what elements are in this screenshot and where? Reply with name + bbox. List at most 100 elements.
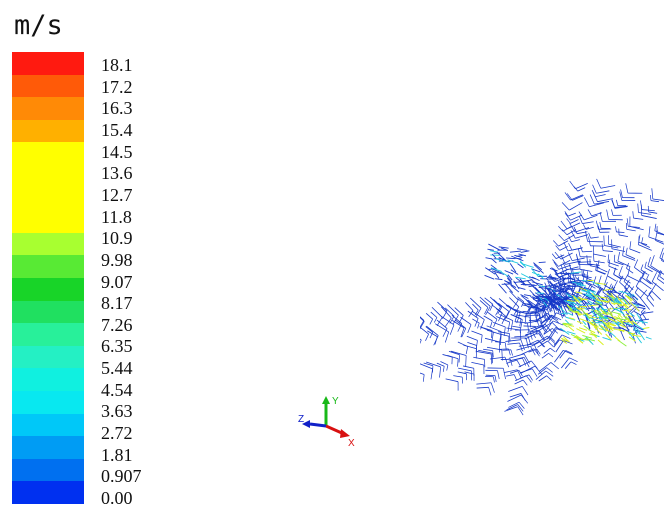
velocity-vector xyxy=(596,191,609,193)
velocity-vector xyxy=(533,263,541,270)
colorbar-tick-label: 1.81 xyxy=(101,446,133,464)
velocity-vector xyxy=(511,350,513,356)
velocity-vector xyxy=(575,235,588,239)
velocity-vector xyxy=(651,201,659,202)
velocity-vector xyxy=(616,232,624,233)
velocity-vector xyxy=(558,226,563,231)
velocity-vector xyxy=(640,272,644,281)
colorbar-swatch xyxy=(12,52,84,75)
colorbar-swatch xyxy=(12,278,84,301)
velocity-vector xyxy=(467,336,478,340)
velocity-vector xyxy=(561,221,567,229)
colorbar-swatch xyxy=(12,97,84,120)
velocity-vector xyxy=(619,235,628,237)
velocity-vector xyxy=(590,195,594,205)
velocity-vector xyxy=(486,258,492,259)
velocity-vector xyxy=(480,300,488,307)
velocity-vector xyxy=(440,361,447,364)
velocity-vector xyxy=(600,222,601,228)
velocity-vector xyxy=(569,203,582,211)
velocity-vector xyxy=(490,251,498,252)
velocity-vector xyxy=(463,366,474,368)
velocity-vector xyxy=(598,260,599,267)
colorbar-swatch xyxy=(12,346,84,369)
velocity-vector xyxy=(592,190,595,197)
velocity-vector xyxy=(568,326,574,331)
velocity-vector xyxy=(594,254,606,256)
velocity-vector xyxy=(612,199,615,208)
colorbar-tick-label: 10.9 xyxy=(101,229,133,247)
velocity-vector xyxy=(420,320,424,327)
velocity-vector xyxy=(452,320,464,328)
velocity-vector xyxy=(591,237,599,238)
velocity-vector xyxy=(520,369,532,373)
velocity-vector xyxy=(652,291,661,300)
velocity-vector xyxy=(567,223,580,229)
velocity-vector xyxy=(595,194,605,196)
legend-unit-label: m/s xyxy=(14,10,63,41)
velocity-vector xyxy=(615,337,620,341)
velocity-vector xyxy=(534,265,544,274)
velocity-vector xyxy=(629,286,634,293)
velocity-vector xyxy=(491,383,494,393)
velocity-vector xyxy=(638,212,651,214)
velocity-vector xyxy=(588,209,592,215)
velocity-vector xyxy=(542,353,549,358)
velocity-vector xyxy=(521,251,530,253)
colorbar-tick-label: 3.63 xyxy=(101,402,133,420)
velocity-vector xyxy=(575,228,589,233)
velocity-vector xyxy=(504,327,505,336)
velocity-vector xyxy=(508,322,510,332)
velocity-vector xyxy=(609,266,618,269)
velocity-vector xyxy=(508,386,522,391)
velocity-vector xyxy=(645,262,647,268)
velocity-vector xyxy=(571,272,581,273)
colorbar-tick-label: 18.1 xyxy=(101,56,133,74)
velocity-vector xyxy=(657,279,664,287)
velocity-vector xyxy=(614,274,622,279)
velocity-vector xyxy=(478,323,480,328)
velocity-vector xyxy=(505,270,513,274)
velocity-vector xyxy=(614,268,616,274)
velocity-vector xyxy=(484,307,487,314)
velocity-vector xyxy=(443,354,453,357)
velocity-vector xyxy=(458,359,459,367)
velocity-vector xyxy=(437,302,447,311)
velocity-vector xyxy=(636,307,645,309)
velocity-vector xyxy=(473,357,484,359)
velocity-vector xyxy=(499,247,509,248)
velocity-vector xyxy=(524,295,531,296)
velocity-vector xyxy=(507,343,519,344)
velocity-vector xyxy=(551,362,559,368)
velocity-vector xyxy=(506,258,515,259)
velocity-vector xyxy=(548,341,554,347)
velocity-vector xyxy=(649,294,654,301)
velocity-vector xyxy=(627,229,636,231)
x-axis-arrowhead xyxy=(340,429,350,438)
colorbar-tick-label: 15.4 xyxy=(101,121,133,139)
velocity-vector xyxy=(420,371,424,375)
colorbar-tick-label: 4.54 xyxy=(101,381,133,399)
velocity-vector xyxy=(514,336,528,337)
velocity-vector xyxy=(635,288,638,293)
colorbar-tick-label: 11.8 xyxy=(101,208,132,226)
velocity-vector xyxy=(636,277,641,287)
velocity-vector xyxy=(469,310,473,316)
velocity-vector xyxy=(571,240,579,242)
colorbar-swatch xyxy=(12,436,84,459)
velocity-vector xyxy=(483,349,493,350)
legend-colorbar xyxy=(12,52,84,504)
velocity-vector xyxy=(420,332,421,340)
velocity-vector xyxy=(497,371,499,379)
velocity-vector xyxy=(481,335,482,343)
velocity-vector xyxy=(495,376,496,382)
velocity-vector xyxy=(521,393,525,400)
velocity-vector xyxy=(432,307,442,317)
velocity-vector xyxy=(582,222,593,224)
velocity-vector xyxy=(648,266,660,273)
velocity-vector xyxy=(493,377,494,383)
velocity-vector xyxy=(510,393,521,397)
velocity-vector xyxy=(487,249,493,250)
velocity-vector xyxy=(594,327,602,335)
